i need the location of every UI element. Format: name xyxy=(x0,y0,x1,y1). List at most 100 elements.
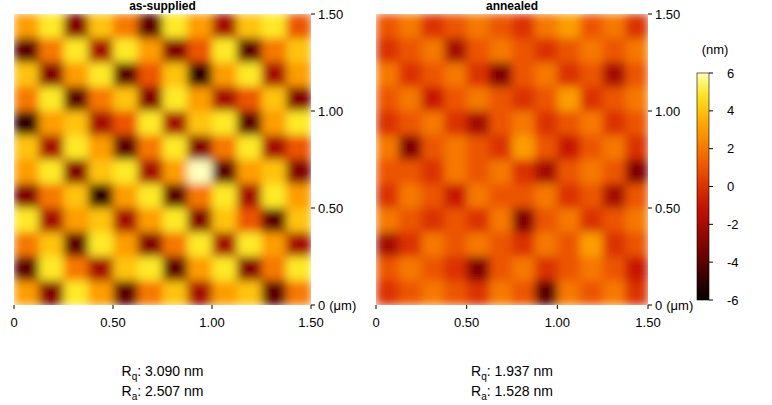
cell xyxy=(14,63,39,88)
cell xyxy=(512,208,535,233)
cell xyxy=(39,232,64,257)
cell xyxy=(237,38,262,63)
cell xyxy=(580,208,603,233)
y-tick xyxy=(648,111,652,112)
cell xyxy=(187,232,212,257)
cell xyxy=(88,184,113,209)
cell xyxy=(212,257,237,282)
cell xyxy=(421,160,444,185)
cell xyxy=(535,281,558,305)
cell xyxy=(88,14,113,39)
panel: as-supplied00.501.001.5000.501.001.50(μm… xyxy=(10,0,356,402)
cell xyxy=(535,257,558,282)
cell xyxy=(489,281,512,305)
cell xyxy=(421,111,444,136)
colorbar-tick xyxy=(709,224,713,225)
cell xyxy=(603,135,626,160)
cell xyxy=(138,14,163,39)
cell xyxy=(163,87,188,112)
cell xyxy=(262,14,287,39)
cell xyxy=(376,281,399,305)
cell xyxy=(212,111,237,136)
cell xyxy=(603,184,626,209)
cell xyxy=(187,38,212,63)
cell xyxy=(557,257,580,282)
cell xyxy=(421,232,444,257)
cell xyxy=(557,87,580,112)
cell xyxy=(467,14,490,39)
cell xyxy=(88,111,113,136)
cell xyxy=(376,111,399,136)
cell xyxy=(444,63,467,88)
cell xyxy=(262,38,287,63)
cell xyxy=(262,63,287,88)
cell xyxy=(421,38,444,63)
cell xyxy=(88,281,113,305)
cell xyxy=(580,257,603,282)
cell xyxy=(580,111,603,136)
x-tick-label: 1.00 xyxy=(545,315,570,330)
x-tick-label: 1.50 xyxy=(298,315,323,330)
cell xyxy=(39,208,64,233)
image-clip xyxy=(14,14,311,305)
cell xyxy=(262,87,287,112)
x-tick xyxy=(557,305,558,309)
cell xyxy=(625,208,648,233)
cell xyxy=(14,208,39,233)
cell xyxy=(39,160,64,185)
cell xyxy=(39,257,64,282)
cell xyxy=(163,281,188,305)
cell xyxy=(489,38,512,63)
cell xyxy=(39,281,64,305)
cell xyxy=(187,257,212,282)
cell xyxy=(163,232,188,257)
y-tick-label: 0 xyxy=(655,298,662,313)
cell xyxy=(262,208,287,233)
cell xyxy=(64,208,89,233)
cell xyxy=(512,257,535,282)
cell xyxy=(113,111,138,136)
cell xyxy=(444,87,467,112)
cell xyxy=(580,184,603,209)
cell xyxy=(421,257,444,282)
cell xyxy=(512,87,535,112)
cell xyxy=(212,14,237,39)
axis-unit: (μm) xyxy=(666,298,693,313)
cell xyxy=(444,257,467,282)
cell xyxy=(237,135,262,160)
cell xyxy=(444,135,467,160)
cell xyxy=(376,160,399,185)
x-tick-label: 0.50 xyxy=(100,315,125,330)
cell xyxy=(187,160,212,185)
x-tick xyxy=(311,305,312,309)
cell xyxy=(39,184,64,209)
cell xyxy=(376,14,399,39)
image-ground xyxy=(376,14,648,305)
cell xyxy=(113,208,138,233)
y-tick-label: 1.00 xyxy=(318,104,343,119)
cell xyxy=(625,14,648,39)
cell xyxy=(603,63,626,88)
cell xyxy=(535,111,558,136)
cell xyxy=(88,135,113,160)
cell xyxy=(14,184,39,209)
cell xyxy=(113,38,138,63)
x-tick-label: 1.50 xyxy=(635,315,660,330)
value-text: : 1.528 nm xyxy=(487,383,553,399)
cell xyxy=(603,14,626,39)
cell xyxy=(467,184,490,209)
cell xyxy=(286,63,311,88)
cell xyxy=(421,208,444,233)
cell xyxy=(64,135,89,160)
cell xyxy=(580,63,603,88)
cell xyxy=(489,111,512,136)
cell xyxy=(512,281,535,305)
cell xyxy=(399,111,422,136)
cell xyxy=(88,87,113,112)
cell xyxy=(138,232,163,257)
cell xyxy=(444,232,467,257)
cell xyxy=(625,184,648,209)
panel-title: annealed xyxy=(486,0,538,13)
roughness-label: Rq: 1.937 nm xyxy=(471,363,553,382)
cell xyxy=(535,232,558,257)
